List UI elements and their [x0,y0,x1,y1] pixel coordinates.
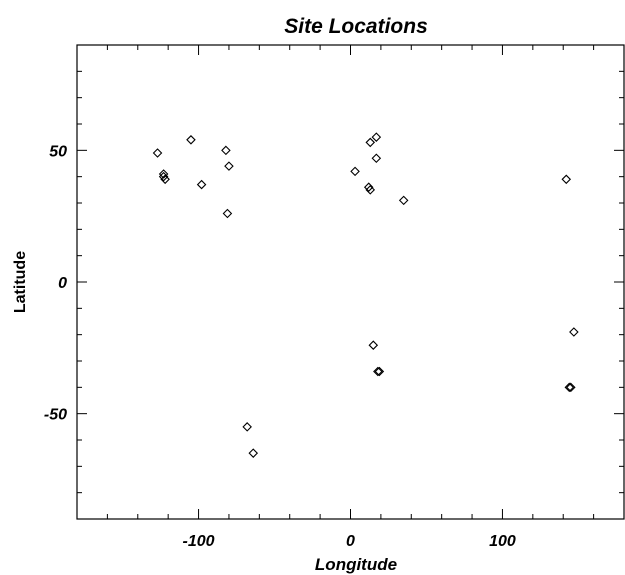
data-point [222,208,233,219]
data-point [158,171,169,182]
data-point [160,174,170,185]
data-point [368,340,379,350]
axis-ticks [77,45,624,519]
plot-frame [76,44,625,520]
data-points [152,132,579,458]
data-point [152,148,163,158]
data-point [186,135,196,145]
data-point [224,161,234,171]
data-point [371,132,382,142]
data-point [363,182,374,192]
y-tick-label: 0 [58,275,67,292]
x-tick-label: 0 [346,533,355,550]
data-point [221,145,231,156]
data-point [566,382,576,393]
data-point [398,195,409,206]
y-tick-label: 50 [49,143,67,160]
chart-title: Site Locations [284,15,428,38]
data-point [374,366,385,377]
x-axis-label: Longitude [315,555,397,574]
y-tick-label: -50 [44,407,67,424]
data-point [242,422,252,432]
axis-tick-labels: -100 0 100 -50 0 50 [44,143,516,550]
data-point [561,174,572,185]
data-point [564,382,575,393]
data-point [569,327,579,337]
data-point [158,169,169,179]
y-axis-label: Latitude [12,251,29,313]
data-point [196,179,207,190]
data-point [371,153,382,164]
data-point [248,448,259,458]
x-tick-label: -100 [183,533,215,550]
data-point [365,185,376,195]
data-point [350,166,360,177]
data-point [373,366,383,377]
data-point [365,137,376,148]
x-tick-label: 100 [489,533,516,550]
